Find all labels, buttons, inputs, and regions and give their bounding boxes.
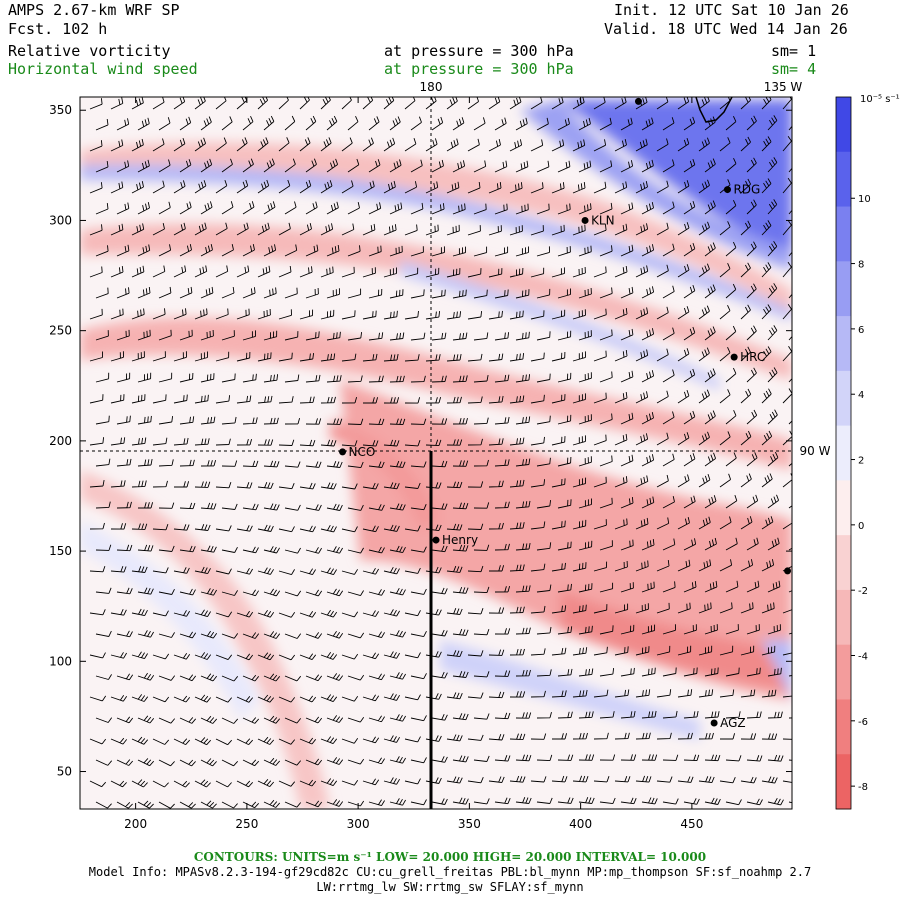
colorbar-segment [836,535,851,591]
colorbar-segment [836,589,851,646]
x-tick-label: 300 [347,817,370,831]
colorbar-segment [836,151,851,208]
forecast-hour: Fcst. 102 h [8,20,108,38]
colorbar-segment [836,480,851,536]
colorbar-segment [836,97,851,153]
colorbar-label: 8 [858,260,864,271]
y-tick-label: 100 [49,654,72,668]
colorbar-segment [836,425,851,481]
station-dot [432,536,440,544]
colorbar-segment [836,370,851,427]
colorbar-segment [836,316,851,372]
barb-path [89,97,792,809]
y-tick-label: 300 [49,213,72,227]
colorbar-units: 10⁻⁵ s⁻¹ [860,94,900,105]
colorbar-label: -4 [858,651,868,662]
field2-level: at pressure = 300 hPa [384,60,574,78]
model-title: AMPS 2.67-km WRF SP [8,1,180,19]
station-label: KLN [591,213,615,227]
colorbar-label: 10 [858,194,871,205]
colorbar-segment [836,644,851,700]
colorbar-label: 2 [858,456,864,467]
contours-info: CONTOURS: UNITS=m s⁻¹ LOW= 20.000 HIGH= … [193,850,707,864]
station-dot [710,719,718,727]
colorbar-label: 4 [858,390,864,401]
meridian-label-180: 180 [420,80,443,94]
physics-info: LW:rrtmg_lw SW:rrtmg_sw SFLAY:sf_mynn [316,880,584,894]
field1-level: at pressure = 300 hPa [384,42,574,60]
coastline [695,97,733,123]
field2-smooth: sm= 4 [771,60,817,78]
x-tick-label: 350 [458,817,481,831]
field1-smooth: sm= 1 [771,42,817,60]
station-label: AGZ [720,716,746,730]
valid-time: Valid. 18 UTC Wed 14 Jan 26 [604,20,848,38]
y-tick-label: 150 [49,544,72,558]
colorbar-label: 6 [858,325,864,336]
parallel-label: 90 W [800,444,831,458]
station-dot [339,448,347,456]
station-dot [581,216,589,224]
station-markers: RDG KLN HRC NCO Henry AGZ [339,97,792,730]
colorbar-segment [836,206,851,262]
y-tick-label: 200 [49,434,72,448]
colorbar-frame [835,96,852,810]
station-label: HRC [740,350,765,364]
colorbar-label: -8 [858,782,868,793]
x-tick-label: 400 [569,817,592,831]
station-label: Henry [442,533,478,547]
vorticity-field [80,97,792,809]
x-tick-label: 200 [124,817,147,831]
station-label: NCO [349,445,376,459]
axis-ticks: 200 250 300 350 400 450 50 100 150 200 250 300 350 [49,97,792,831]
station-label: RDG [733,183,760,197]
colorbar-segment [836,699,851,755]
y-tick-label: 250 [49,324,72,338]
field2-name: Horizontal wind speed [8,60,198,78]
model-info: Model Info: MPASv8.2.3-194-gf29cd82c CU:… [88,865,812,879]
station-dot [730,353,738,361]
station-dot [634,97,642,105]
map-plot: RDG KLN HRC NCO Henry AGZ 200 250 300 350 400 450 5… [49,80,900,831]
init-time: Init. 12 UTC Sat 10 Jan 26 [614,1,849,19]
colorbar-label: 0 [858,521,864,532]
y-tick-label: 350 [49,103,72,117]
meridian-label-135w: 135 W [764,80,803,94]
field1-name: Relative vorticity [8,42,171,60]
station-dot [784,567,792,575]
colorbar-segment [836,261,851,317]
colorbar-label: -2 [858,586,868,597]
y-tick-label: 50 [57,765,72,779]
wind-barbs [89,97,792,809]
colorbar-segment [836,754,851,810]
x-tick-label: 450 [680,817,703,831]
x-tick-label: 250 [235,817,258,831]
station-dot [723,186,731,194]
colorbar: 10 8 6 4 2 0 -2 -4 -6 -8 [835,96,871,810]
map-frame [79,96,793,810]
colorbar-label: -6 [858,717,868,728]
